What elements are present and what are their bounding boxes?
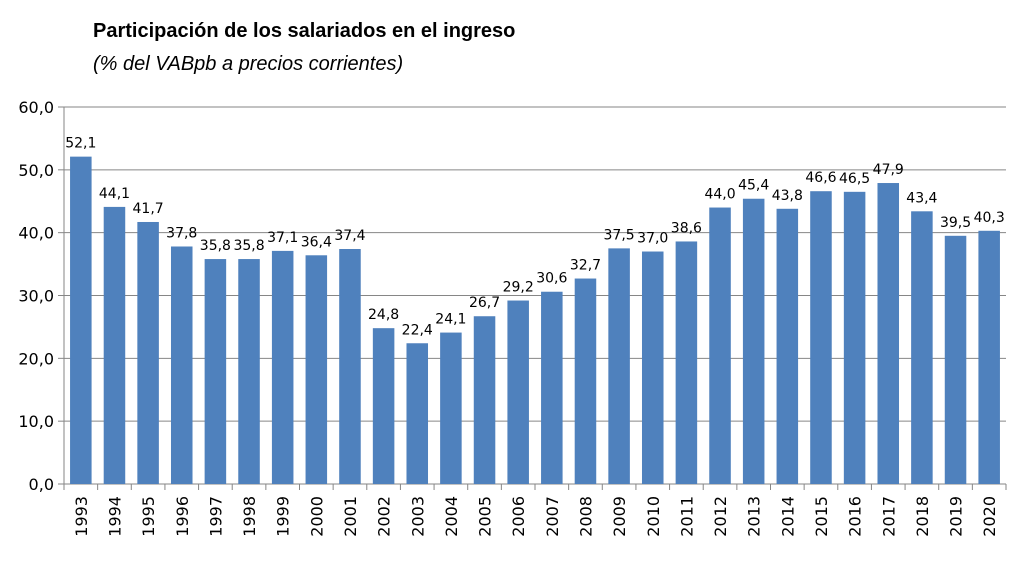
bar-1998 xyxy=(238,259,260,484)
x-tick-label-2013: 2013 xyxy=(745,496,764,537)
x-tick-label-2006: 2006 xyxy=(509,496,528,537)
bar-2003 xyxy=(406,343,429,484)
data-labels: 52,144,141,737,835,8 35,837,1 36,4 37,424,8… xyxy=(65,136,1005,339)
data-label-2016: 46,5 xyxy=(839,171,870,187)
data-label-2018: 43,4 xyxy=(906,190,937,206)
data-label-1999: 37,1 xyxy=(267,230,298,246)
x-tick-label-2005: 2005 xyxy=(476,496,495,537)
data-label-1998: 35,8 xyxy=(233,238,264,254)
bar-1995 xyxy=(137,221,159,485)
y-tick-label: 50,0 xyxy=(18,161,54,180)
data-label-2000: 36,4 xyxy=(301,234,332,250)
bar-2011 xyxy=(675,241,698,484)
bar-1996 xyxy=(170,246,193,484)
bar-2012 xyxy=(709,207,731,485)
data-label-2009: 37,5 xyxy=(604,227,635,243)
bar-2002 xyxy=(372,328,395,484)
data-label-1996: 37,8 xyxy=(166,225,197,241)
bars xyxy=(70,156,1000,485)
x-tick-label-2001: 2001 xyxy=(341,496,360,537)
data-label-1997: 35,8 xyxy=(200,238,231,254)
data-label-2011: 38,6 xyxy=(671,220,702,236)
data-label-1995: 41,7 xyxy=(133,201,164,217)
x-tick-label-2015: 2015 xyxy=(812,496,831,537)
x-tick-label-1994: 1994 xyxy=(105,496,124,537)
x-tick-label-2017: 2017 xyxy=(879,496,898,537)
bar-2006 xyxy=(507,300,529,484)
data-label-2003: 22,4 xyxy=(402,322,433,338)
y-tick-label: 40,0 xyxy=(18,224,54,243)
x-tick-label-2004: 2004 xyxy=(442,496,461,537)
bar-2014 xyxy=(776,208,799,485)
bar-2007 xyxy=(541,291,563,484)
data-label-2019: 39,5 xyxy=(940,215,971,231)
bar-2019 xyxy=(944,235,967,484)
data-label-2017: 47,9 xyxy=(873,162,904,178)
data-label-2008: 32,7 xyxy=(570,258,601,274)
bar-2000 xyxy=(305,255,328,484)
x-tick-label-2003: 2003 xyxy=(408,496,427,537)
data-label-2002: 24,8 xyxy=(368,307,399,323)
bar-2018 xyxy=(911,211,933,484)
x-tick-label-1999: 1999 xyxy=(274,496,293,537)
y-tick-label: 0,0 xyxy=(29,475,54,494)
bar-1999 xyxy=(271,250,294,484)
x-tick-label-2016: 2016 xyxy=(846,496,865,537)
data-label-2014: 43,8 xyxy=(772,188,803,204)
bar-2013 xyxy=(742,198,765,484)
data-label-2012: 44,0 xyxy=(704,187,735,203)
bar-2005 xyxy=(473,316,496,484)
chart-subtitle: (% del VABpb a precios corrientes) xyxy=(93,53,404,75)
x-tick-label-2011: 2011 xyxy=(677,496,696,537)
data-label-2020: 40,3 xyxy=(974,210,1005,226)
bar-2015 xyxy=(810,191,832,485)
x-tick-label-2014: 2014 xyxy=(778,496,797,537)
x-tick-label-1998: 1998 xyxy=(240,496,259,537)
x-tick-label-2000: 2000 xyxy=(307,496,326,537)
bar-1993 xyxy=(70,156,92,484)
data-label-2013: 45,4 xyxy=(738,178,769,194)
data-label-1994: 44,1 xyxy=(99,186,130,202)
data-label-2006: 29,2 xyxy=(503,280,534,296)
x-tick-label-2018: 2018 xyxy=(913,496,932,537)
x-tick-label-2019: 2019 xyxy=(947,496,966,537)
x-tick-label-2008: 2008 xyxy=(576,496,595,537)
x-axis-ticks: 1993 1994 1995 1996 1997 1998 1999 2000 2001 2002… xyxy=(72,496,999,537)
bar-2020 xyxy=(978,230,1000,484)
data-label-2001: 37,4 xyxy=(334,228,365,244)
x-tick-label-2012: 2012 xyxy=(711,496,730,537)
bar-2017 xyxy=(877,183,900,485)
x-tick-label-2010: 2010 xyxy=(644,496,663,537)
data-label-2005: 26,7 xyxy=(469,295,500,311)
bar-1994 xyxy=(103,206,126,484)
bar-2004 xyxy=(440,332,462,484)
x-tick-label-2002: 2002 xyxy=(375,496,394,537)
bar-1997 xyxy=(204,259,227,484)
x-tick-label-1993: 1993 xyxy=(72,496,91,537)
data-label-2015: 46,6 xyxy=(805,170,836,186)
data-label-2010: 37,0 xyxy=(637,231,668,247)
x-tick-label-1995: 1995 xyxy=(139,496,158,537)
x-tick-label-1997: 1997 xyxy=(206,496,225,537)
bar-2010 xyxy=(641,251,664,484)
x-tick-label-2007: 2007 xyxy=(543,496,562,537)
chart-title: Participación de los salariados en el in… xyxy=(93,20,516,42)
data-label-1993: 52,1 xyxy=(65,136,96,152)
data-label-2007: 30,6 xyxy=(536,271,567,287)
data-label-2004: 24,1 xyxy=(435,312,466,328)
bar-2016 xyxy=(843,191,866,484)
x-tick-label-2020: 2020 xyxy=(980,496,999,537)
y-tick-label: 30,0 xyxy=(18,287,54,306)
y-tick-label: 10,0 xyxy=(18,412,54,431)
bar-2001 xyxy=(339,249,361,484)
bar-2009 xyxy=(608,248,630,484)
x-tick-label-1996: 1996 xyxy=(173,496,192,537)
y-axis-ticks: 0,0 10,0 20,0 30,0 40,0 50,0 60,0 xyxy=(18,98,54,494)
y-tick-label: 20,0 xyxy=(18,349,54,368)
y-tick-label: 60,0 xyxy=(18,98,54,117)
bar-2008 xyxy=(574,278,597,484)
x-tick-label-2009: 2009 xyxy=(610,496,629,537)
